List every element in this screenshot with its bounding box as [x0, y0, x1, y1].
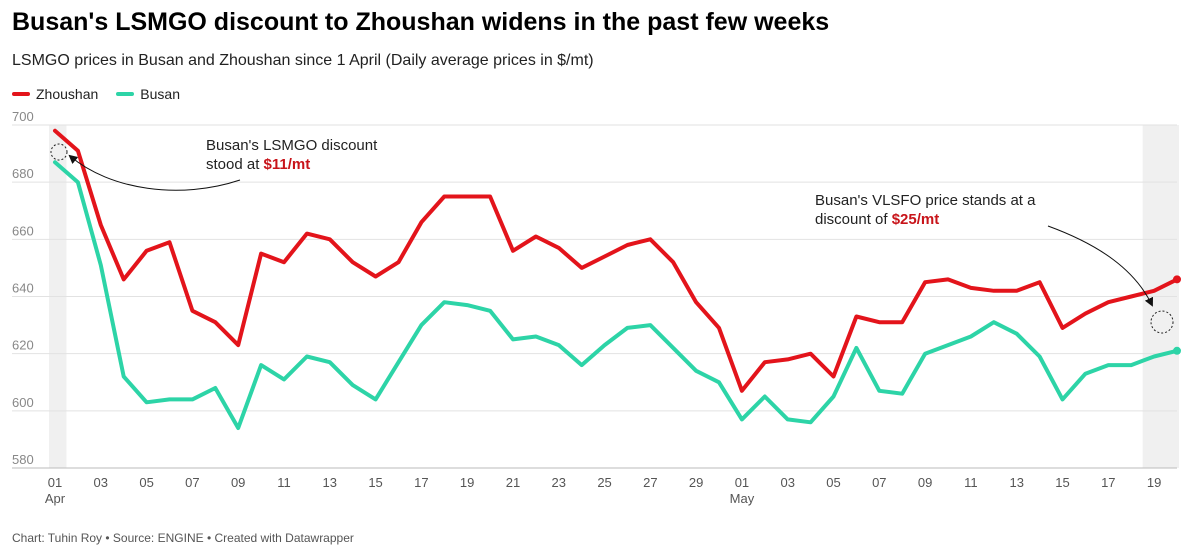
- x-tick-label-may-09: 09: [918, 475, 932, 490]
- series-endpoint-zhoushan: [1173, 275, 1181, 284]
- chart-title: Busan's LSMGO discount to Zhoushan widen…: [12, 8, 830, 36]
- x-tick-label-apr-11: 11: [277, 475, 291, 490]
- y-tick-label-660: 660: [12, 223, 34, 238]
- legend-item-zhoushan: Zhoushan: [12, 86, 98, 102]
- x-tick-label-apr-29: 29: [689, 475, 703, 490]
- y-tick-label-620: 620: [12, 338, 34, 353]
- gridlines: [12, 124, 1177, 469]
- series-lines: [53, 128, 1181, 430]
- x-tick-label-apr-17: 17: [414, 475, 428, 490]
- annotation-2-value: $25/mt: [892, 211, 940, 228]
- annotation-2-arrow: [1047, 225, 1153, 307]
- x-tick-label-apr-25: 25: [597, 475, 611, 490]
- x-tick-label-apr-27: 27: [643, 475, 657, 490]
- x-tick-label-apr-13: 13: [323, 475, 337, 490]
- chart-footer: Chart: Tuhin Roy • Source: ENGINE • Crea…: [12, 531, 354, 545]
- y-tick-label-700: 700: [12, 109, 34, 124]
- y-tick-label-580: 580: [12, 452, 34, 467]
- x-tick-label-may-13: 13: [1009, 475, 1023, 490]
- x-tick-label-may-17: 17: [1101, 475, 1115, 490]
- y-tick-label-600: 600: [12, 395, 34, 410]
- legend-label-zhoushan: Zhoushan: [36, 86, 99, 102]
- x-tick-label-may-07: 07: [872, 475, 886, 490]
- annotation-2-marker-circle: [1150, 310, 1174, 334]
- annotation-1-value: $11/mt: [264, 156, 311, 173]
- x-tick-label-apr-09: 09: [231, 475, 245, 490]
- annotation-2-prefix: discount of: [815, 211, 892, 228]
- annotation-1-line1: Busan's LSMGO discount: [206, 137, 378, 154]
- x-tick-label-apr-07: 07: [185, 475, 199, 490]
- x-tick-label-may-03: 03: [781, 475, 795, 490]
- x-month-label-may: May: [730, 491, 755, 506]
- x-tick-label-apr-01: 01: [48, 475, 62, 490]
- legend-swatch-busan: [116, 92, 135, 96]
- chart-subtitle: LSMGO prices in Busan and Zhoushan since…: [12, 52, 594, 69]
- annotation-1-arrow: [68, 154, 241, 191]
- annotation-1-prefix: stood at: [206, 156, 264, 173]
- annotation-2-line1: Busan's VLSFO price stands at a: [815, 192, 1036, 209]
- annotation-1-line2: stood at $11/mt: [206, 156, 310, 173]
- legend: Zhoushan Busan: [12, 86, 180, 102]
- legend-label-busan: Busan: [140, 86, 180, 102]
- legend-swatch-zhoushan: [12, 92, 30, 96]
- x-tick-label-may-11: 11: [964, 475, 978, 490]
- x-tick-label-apr-21: 21: [506, 475, 520, 490]
- series-line-zhoushan: [53, 128, 1179, 393]
- x-axis-ticks: 01 03 05 07 09 11 13 15 17 19 21 23 25 27 29 01 03 05 07 09…: [45, 475, 1161, 506]
- x-tick-label-may-01: 01: [735, 475, 749, 490]
- annotation-1-marker-circle: [50, 143, 68, 161]
- series-endpoint-busan: [1173, 346, 1181, 355]
- x-month-label-apr: Apr: [45, 491, 66, 506]
- x-tick-label-apr-03: 03: [94, 475, 108, 490]
- line-chart: 580 600 620 640 660 680 700 01 03 05 07 09 11 13 15 17…: [12, 109, 1181, 506]
- series-line-busan: [53, 160, 1179, 430]
- x-tick-label-apr-19: 19: [460, 475, 474, 490]
- x-tick-label-may-15: 15: [1055, 475, 1069, 490]
- y-axis-ticks: 580 600 620 640 660 680 700: [12, 109, 34, 467]
- legend-item-busan: Busan: [116, 86, 180, 102]
- x-tick-label-may-05: 05: [826, 475, 840, 490]
- x-tick-label-apr-05: 05: [139, 475, 153, 490]
- x-tick-label-apr-23: 23: [552, 475, 566, 490]
- y-tick-label-640: 640: [12, 281, 34, 296]
- annotation-2-line2: discount of $25/mt: [815, 211, 939, 228]
- x-tick-label-apr-15: 15: [368, 475, 382, 490]
- y-tick-label-680: 680: [12, 166, 34, 181]
- x-tick-label-may-19: 19: [1147, 475, 1161, 490]
